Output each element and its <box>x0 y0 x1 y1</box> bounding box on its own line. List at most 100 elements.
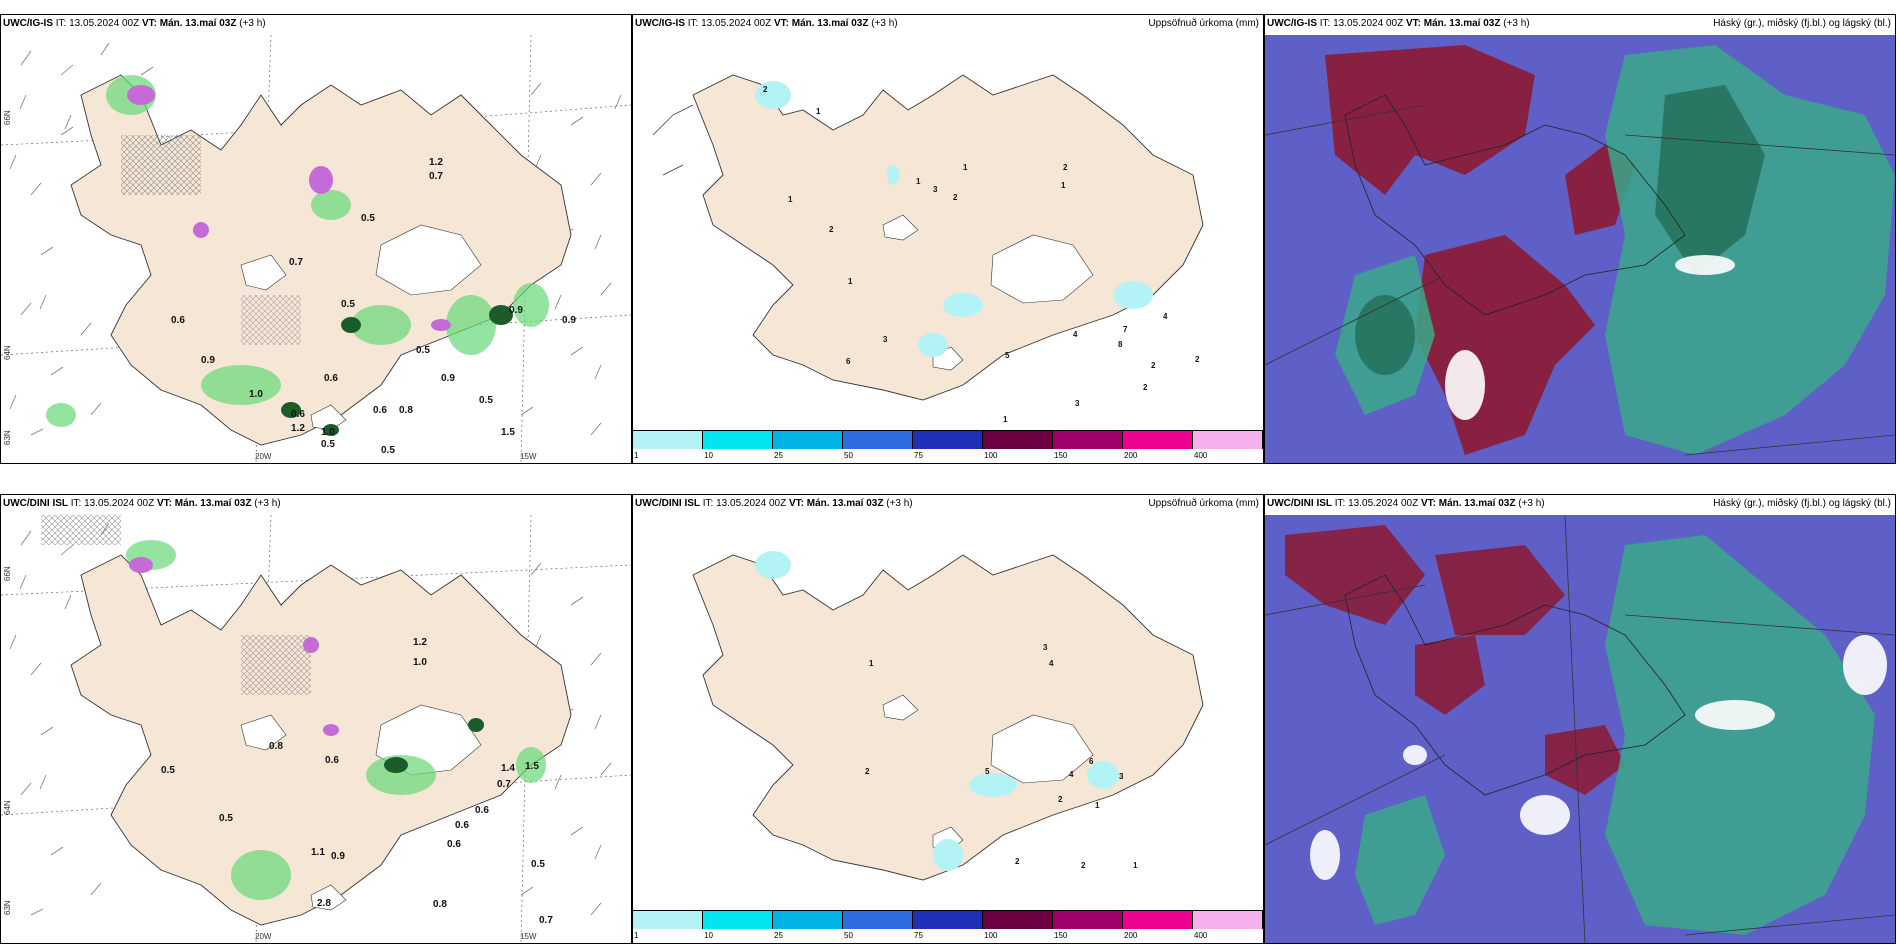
legend-swatch <box>703 431 773 449</box>
legend-swatch <box>1123 431 1193 449</box>
row1-wind-panel: UWC/IG-IS IT: 13.05.2024 00Z VT: Mán. 13… <box>0 14 632 464</box>
precip-value: 2 <box>1195 355 1200 364</box>
precip-value: 0.5 <box>161 765 175 776</box>
precip-value: 0.9 <box>201 355 215 366</box>
panel-title: UWC/IG-IS IT: 13.05.2024 00Z VT: Mán. 13… <box>3 18 266 29</box>
precip-value: 7 <box>1123 325 1128 334</box>
wind-map <box>1 35 631 463</box>
lon-label: 15W <box>520 932 537 941</box>
legend-swatch <box>633 911 703 929</box>
precip-value: 2 <box>953 193 958 202</box>
legend-swatch <box>983 431 1053 449</box>
precip-value: 1 <box>816 107 821 116</box>
precip-value: 1 <box>848 277 853 286</box>
lat-label: 63N <box>3 430 12 445</box>
precip-map <box>652 74 1204 401</box>
legend-label: 75 <box>914 931 923 940</box>
precip-value: 3 <box>1119 772 1124 781</box>
precip-value: 1 <box>1003 415 1008 424</box>
precip-value: 5 <box>1005 351 1010 360</box>
precip-value: 0.9 <box>441 373 455 384</box>
precip-value: 0.8 <box>269 741 283 752</box>
precip-value: 0.9 <box>562 315 576 326</box>
row1-cloud-panel: UWC/IG-IS IT: 13.05.2024 00Z VT: Mán. 13… <box>1264 14 1896 464</box>
precip-value: 0.5 <box>341 299 355 310</box>
precip-value: 4 <box>1073 330 1078 339</box>
precip-value: 0.5 <box>531 859 545 870</box>
precip-legend <box>633 910 1263 929</box>
lat-label: 66N <box>3 110 12 125</box>
precip-value: 1 <box>1061 181 1066 190</box>
precip-value: 0.9 <box>331 851 345 862</box>
precip-value: 0.5 <box>361 213 375 224</box>
precip-value: 0.8 <box>433 899 447 910</box>
wind-barbs <box>9 42 622 436</box>
legend-label: 25 <box>774 931 783 940</box>
iceland-land <box>70 554 572 926</box>
precip-title: Uppsöfnuð úrkoma (mm) <box>1148 498 1259 509</box>
legend-swatch <box>983 911 1053 929</box>
legend-label: 10 <box>704 931 713 940</box>
precip-value: 0.7 <box>429 171 443 182</box>
precip-value: 0.9 <box>509 305 523 316</box>
precip-value: 2 <box>865 767 870 776</box>
precip-value: 0.8 <box>399 405 413 416</box>
cloud-map <box>1265 35 1895 463</box>
precip-title: Uppsöfnuð úrkoma (mm) <box>1148 18 1259 29</box>
lon-label: 20W <box>255 932 272 941</box>
legend-swatch <box>1053 911 1123 929</box>
precip-value: 0.5 <box>416 345 430 356</box>
precip-value: 1 <box>963 163 968 172</box>
legend-swatch <box>1123 911 1193 929</box>
iceland-land <box>70 74 572 446</box>
precip-value: 1 <box>916 177 921 186</box>
legend-label: 200 <box>1124 931 1138 940</box>
lon-label: 15W <box>520 452 537 461</box>
precip-value: 2.8 <box>317 898 331 909</box>
precip-value: 5 <box>985 767 990 776</box>
legend-label: 150 <box>1054 931 1068 940</box>
legend-label: 50 <box>844 931 853 940</box>
lon-label: 20W <box>255 452 272 461</box>
precip-value: 2 <box>1058 795 1063 804</box>
legend-swatch <box>773 431 843 449</box>
legend-swatch <box>843 911 913 929</box>
cloud-title: Háský (gr.), miðský (fj.bl.) og lágský (… <box>1713 498 1891 509</box>
row2-precip-panel: UWC/DINI ISL IT: 13.05.2024 00Z VT: Mán.… <box>632 494 1264 944</box>
panel-title: UWC/DINI ISL IT: 13.05.2024 00Z VT: Mán.… <box>1267 498 1545 509</box>
legend-label: 150 <box>1054 451 1068 460</box>
legend-swatch <box>913 431 983 449</box>
precip-value: 3 <box>1075 399 1080 408</box>
precip-value: 1.2 <box>413 637 427 648</box>
precip-value: 1 <box>1095 801 1100 810</box>
precip-value: 1 <box>869 659 874 668</box>
panel-title: UWC/DINI ISL IT: 13.05.2024 00Z VT: Mán.… <box>635 498 913 509</box>
precip-value: 2 <box>1151 361 1156 370</box>
precip-value: 1.2 <box>291 423 305 434</box>
cloud-title: Háský (gr.), miðský (fj.bl.) og lágský (… <box>1713 18 1891 29</box>
precip-value: 3 <box>883 335 888 344</box>
lat-label: 64N <box>3 800 12 815</box>
precip-value: 0.6 <box>291 409 305 420</box>
precip-value: 0.5 <box>479 395 493 406</box>
legend-label: 75 <box>914 451 923 460</box>
precip-value: 0.6 <box>447 839 461 850</box>
lat-label: 63N <box>3 900 12 915</box>
precip-value: 0.7 <box>289 257 303 268</box>
legend-label: 100 <box>984 451 998 460</box>
precip-value: 4 <box>1049 659 1054 668</box>
precip-value: 4 <box>1069 770 1074 779</box>
row2-wind-panel: UWC/DINI ISL IT: 13.05.2024 00Z VT: Mán.… <box>0 494 632 944</box>
legend-labels: 1 10 25 50 75 100 150 200 400 <box>633 931 1263 941</box>
legend-swatch <box>913 911 983 929</box>
iceland-land <box>692 554 1204 881</box>
legend-swatch <box>633 431 703 449</box>
precip-value: 2 <box>1143 383 1148 392</box>
legend-swatch <box>703 911 773 929</box>
legend-label: 100 <box>984 931 998 940</box>
precip-value: 4 <box>1163 312 1168 321</box>
cloud-map <box>1265 515 1895 943</box>
legend-label: 1 <box>634 931 639 940</box>
precip-value: 0.6 <box>475 805 489 816</box>
legend-labels: 1 10 25 50 75 100 150 200 400 <box>633 451 1263 461</box>
